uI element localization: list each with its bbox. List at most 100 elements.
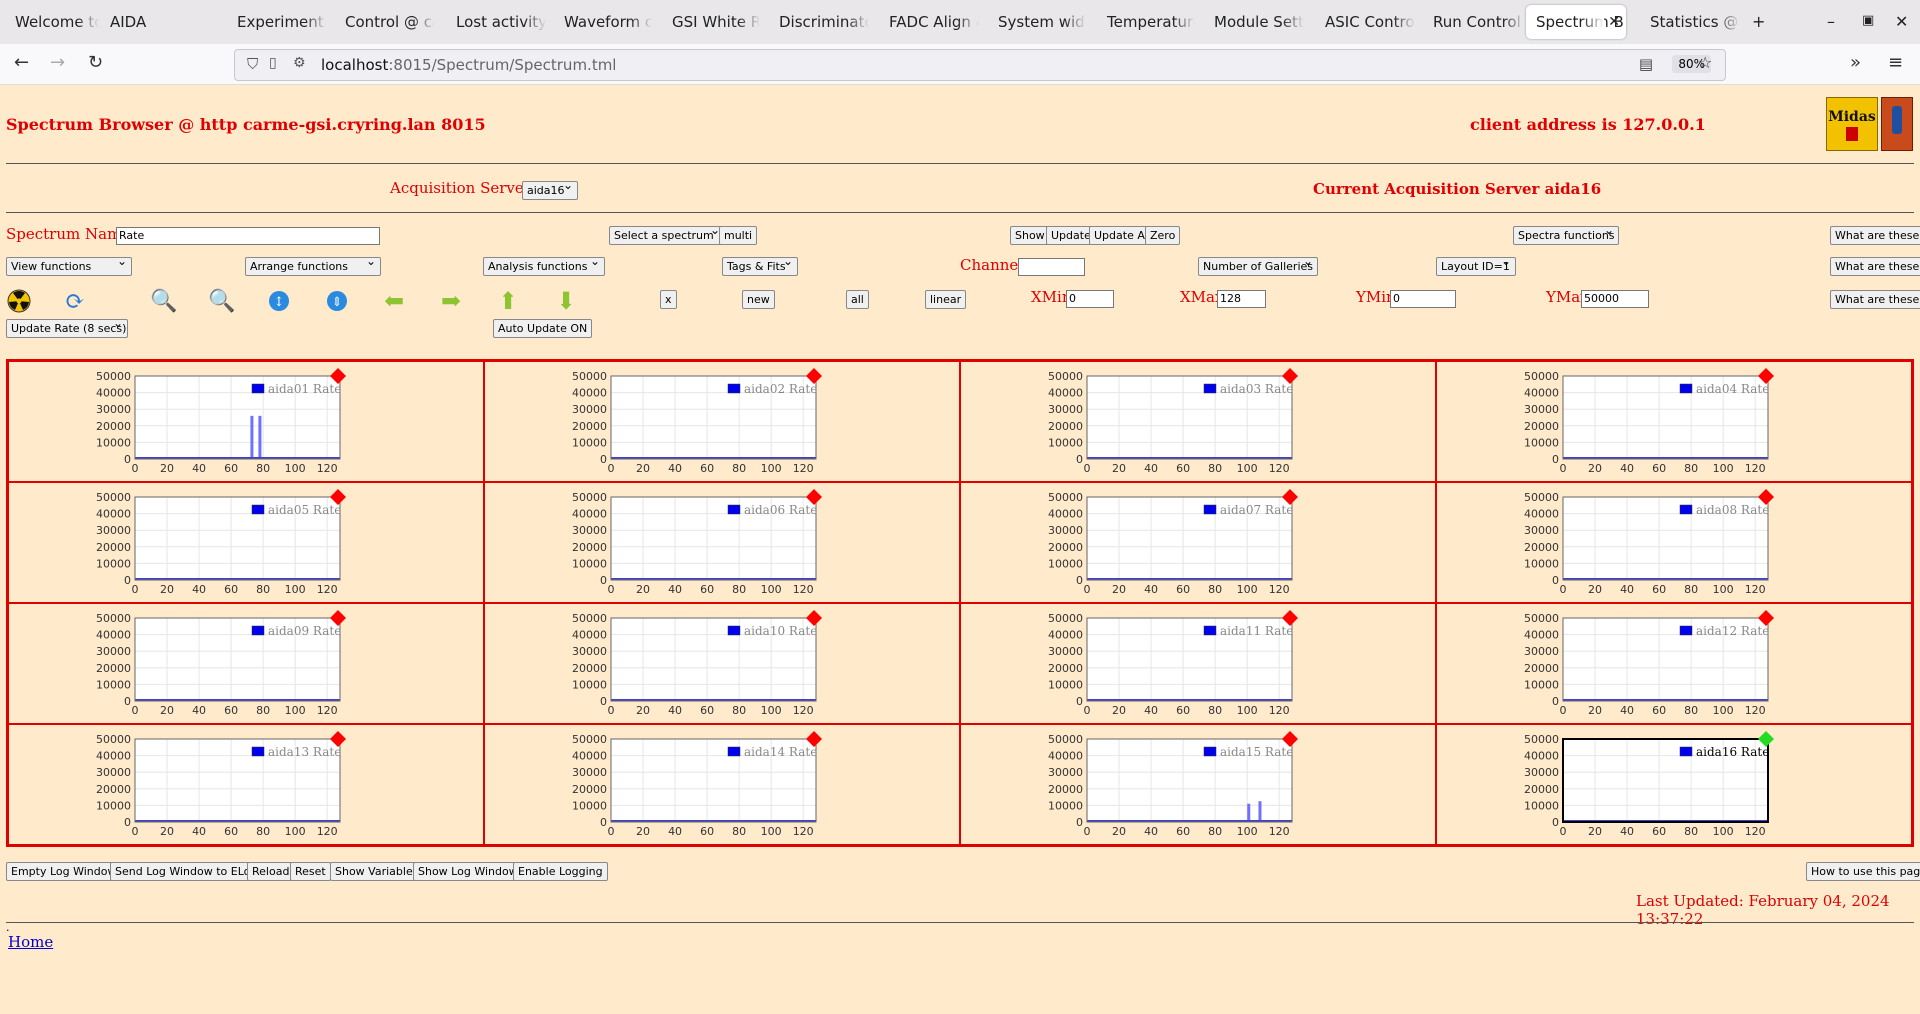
xmax-input[interactable]: 128 (1217, 290, 1266, 308)
browser-tab[interactable]: GSI White Ra (662, 0, 760, 44)
zoom-in-icon[interactable]: 🔍 (150, 288, 178, 314)
expand-x-icon[interactable]: ⇕ (324, 288, 350, 314)
spectra-functions-dropdown[interactable]: Spectra functions (1513, 224, 1619, 245)
ymin-input[interactable]: 0 (1390, 290, 1456, 308)
spectrum-panel[interactable]: 0 20 40 60 80 100 120 0 10000 20000 30000 40000 5000… (1436, 603, 1912, 724)
spectrum-panel[interactable]: 0 20 40 60 80 100 120 0 10000 20000 30000 40000 5000… (960, 482, 1436, 603)
spectrum-panel[interactable]: 0 20 40 60 80 100 120 0 10000 20000 30000 40000 5000… (484, 724, 960, 845)
zero-button[interactable]: Zero (1145, 226, 1181, 245)
zoom-level[interactable]: 80% (1672, 55, 1711, 73)
x-tick-label: 60 (224, 583, 238, 596)
browser-tab[interactable]: Waveform ca (554, 0, 652, 44)
browser-tab[interactable]: Spectrum B ✕ (1526, 5, 1626, 39)
close-tab-icon[interactable]: ✕ (1608, 14, 1620, 30)
back-icon[interactable]: ← (14, 52, 30, 73)
reset-button[interactable]: Reset (290, 862, 331, 881)
arrow-down-icon[interactable]: ⬇ (555, 287, 577, 315)
update-button[interactable]: Update (1046, 226, 1096, 245)
browser-tab[interactable]: AIDA (100, 0, 195, 44)
linear-button[interactable]: linear (925, 290, 967, 309)
new-tab-button[interactable]: + (1752, 12, 1766, 31)
how-to-use-button[interactable]: How to use this page (1806, 862, 1920, 881)
what-are-these-button-3[interactable]: What are these? (1830, 290, 1920, 309)
expand-y-icon[interactable]: ↕ (266, 288, 292, 314)
multi-button[interactable]: multi (719, 226, 758, 245)
browser-tab[interactable]: Experiment C (227, 0, 327, 44)
reader-view-icon[interactable]: ▤ (1638, 55, 1653, 73)
minimize-icon[interactable]: – (1827, 12, 1835, 31)
send-log-elog-button[interactable]: Send Log Window to ELog (110, 862, 263, 881)
update-rate-dropdown[interactable]: Update Rate (8 secs) (6, 317, 128, 338)
analysis-functions-dropdown[interactable]: Analysis functions (483, 255, 605, 276)
show-button[interactable]: Show (1010, 226, 1050, 245)
browser-tab[interactable]: ASIC Control (1315, 0, 1415, 44)
new-button[interactable]: new (742, 290, 775, 309)
spectrum-panel[interactable]: 0 20 40 60 80 100 120 0 10000 20000 30000 40000 5000… (1436, 724, 1912, 845)
home-link[interactable]: Home (8, 933, 54, 951)
refresh-icon[interactable]: ⟳ (64, 287, 86, 315)
what-are-these-button-2[interactable]: What are these? (1830, 257, 1920, 276)
browser-tab[interactable]: Control @ ca (335, 0, 435, 44)
zoom-out-icon[interactable]: 🔍 (208, 288, 236, 314)
spectrum-panel[interactable]: 0 20 40 60 80 100 120 0 10000 20000 30000 40000 5000… (1436, 482, 1912, 603)
spectrum-panel[interactable]: 0 20 40 60 80 100 120 0 10000 20000 30000 40000 5000… (8, 603, 484, 724)
spectrum-panel[interactable]: 0 20 40 60 80 100 120 0 10000 20000 30000 40000 5000… (484, 482, 960, 603)
browser-tab[interactable]: Run Control @ (1423, 0, 1525, 44)
spectrum-name-input[interactable]: Rate (116, 227, 380, 245)
forward-icon[interactable]: → (50, 52, 66, 73)
show-log-window-button[interactable]: Show Log Window (413, 862, 523, 881)
reload-button[interactable]: Reload (247, 862, 295, 881)
spectrum-panel[interactable]: 0 20 40 60 80 100 120 0 10000 20000 30000 40000 5000… (960, 724, 1436, 845)
bookmark-star-icon[interactable]: ☆ (1698, 53, 1713, 72)
spectrum-panel[interactable]: 0 20 40 60 80 100 120 0 10000 20000 30000 40000 5000… (484, 361, 960, 482)
browser-tab[interactable]: FADC Align & (879, 0, 979, 44)
number-of-galleries-dropdown[interactable]: Number of Galleries (1198, 255, 1318, 276)
channel-input[interactable] (1018, 258, 1085, 276)
browser-tab[interactable]: Discriminator (769, 0, 869, 44)
spectrum-panel[interactable]: 0 20 40 60 80 100 120 0 10000 20000 30000 40000 5000… (960, 603, 1436, 724)
spectrum-panel[interactable]: 0 20 40 60 80 100 120 0 10000 20000 30000 40000 5000… (8, 482, 484, 603)
arrange-functions-dropdown[interactable]: Arrange functions (245, 255, 381, 276)
menu-icon[interactable]: ≡ (1888, 52, 1904, 73)
spectrum-panel[interactable]: 0 20 40 60 80 100 120 0 10000 20000 30000 40000 5000… (1436, 361, 1912, 482)
spectrum-panel[interactable]: 0 20 40 60 80 100 120 0 10000 20000 30000 40000 5000… (8, 361, 484, 482)
view-functions-dropdown[interactable]: View functions (6, 255, 132, 276)
radiation-icon[interactable] (6, 288, 32, 314)
url-text[interactable]: localhost:8015/Spectrum/Spectrum.tml (321, 56, 617, 74)
tab-label: Statistics @ (1650, 13, 1739, 31)
browser-tab[interactable]: Module Settir (1204, 0, 1304, 44)
permissions-icon[interactable]: ⚙ (293, 55, 306, 71)
close-window-icon[interactable]: ✕ (1895, 12, 1909, 31)
browser-tab[interactable]: Statistics @ (1640, 0, 1740, 44)
arrow-up-icon[interactable]: ⬆ (497, 287, 519, 315)
arrow-right-icon[interactable]: ➡ (440, 287, 462, 315)
what-are-these-button-1[interactable]: What are these? (1830, 226, 1920, 245)
shield-icon[interactable]: ⛉ (247, 55, 259, 73)
enable-logging-button[interactable]: Enable Logging (513, 862, 608, 881)
auto-update-button[interactable]: Auto Update ON (493, 319, 593, 338)
arrow-left-icon[interactable]: ⬅ (383, 287, 405, 315)
x-tick-label: 80 (1208, 825, 1222, 838)
browser-tab[interactable]: Welcome to C (5, 0, 99, 44)
url-bar[interactable]: ⛉ ▯ ⚙ localhost:8015/Spectrum/Spectrum.t… (234, 49, 1726, 81)
select-spectrum-dropdown[interactable]: Select a spectrum (609, 224, 725, 245)
layout-id-dropdown[interactable]: Layout ID=1 (1436, 255, 1516, 276)
overflow-icon[interactable]: » (1850, 52, 1862, 73)
browser-tab[interactable]: Lost activity r (446, 0, 546, 44)
acquisition-server-select[interactable]: aida16 (522, 179, 578, 200)
spectrum-panel[interactable]: 0 20 40 60 80 100 120 0 10000 20000 30000 40000 5000… (960, 361, 1436, 482)
spectrum-panel[interactable]: 0 20 40 60 80 100 120 0 10000 20000 30000 40000 5000… (484, 603, 960, 724)
browser-tab[interactable]: Temperature (1097, 0, 1195, 44)
xmin-input[interactable]: 0 (1066, 290, 1114, 308)
tags-fits-dropdown[interactable]: Tags & Fits (722, 255, 798, 276)
empty-log-window-button[interactable]: Empty Log Window (6, 862, 122, 881)
all-button[interactable]: all (846, 290, 869, 309)
status-marker-red (806, 368, 822, 384)
ymax-input[interactable]: 50000 (1581, 290, 1649, 308)
maximize-icon[interactable]: ▣ (1862, 13, 1875, 28)
x-button[interactable]: x (660, 290, 677, 309)
show-variables-button[interactable]: Show Variables (330, 862, 424, 881)
reload-icon[interactable]: ↻ (88, 52, 104, 73)
browser-tab[interactable]: System wide (988, 0, 1086, 44)
spectrum-panel[interactable]: 0 20 40 60 80 100 120 0 10000 20000 30000 40000 5000… (8, 724, 484, 845)
